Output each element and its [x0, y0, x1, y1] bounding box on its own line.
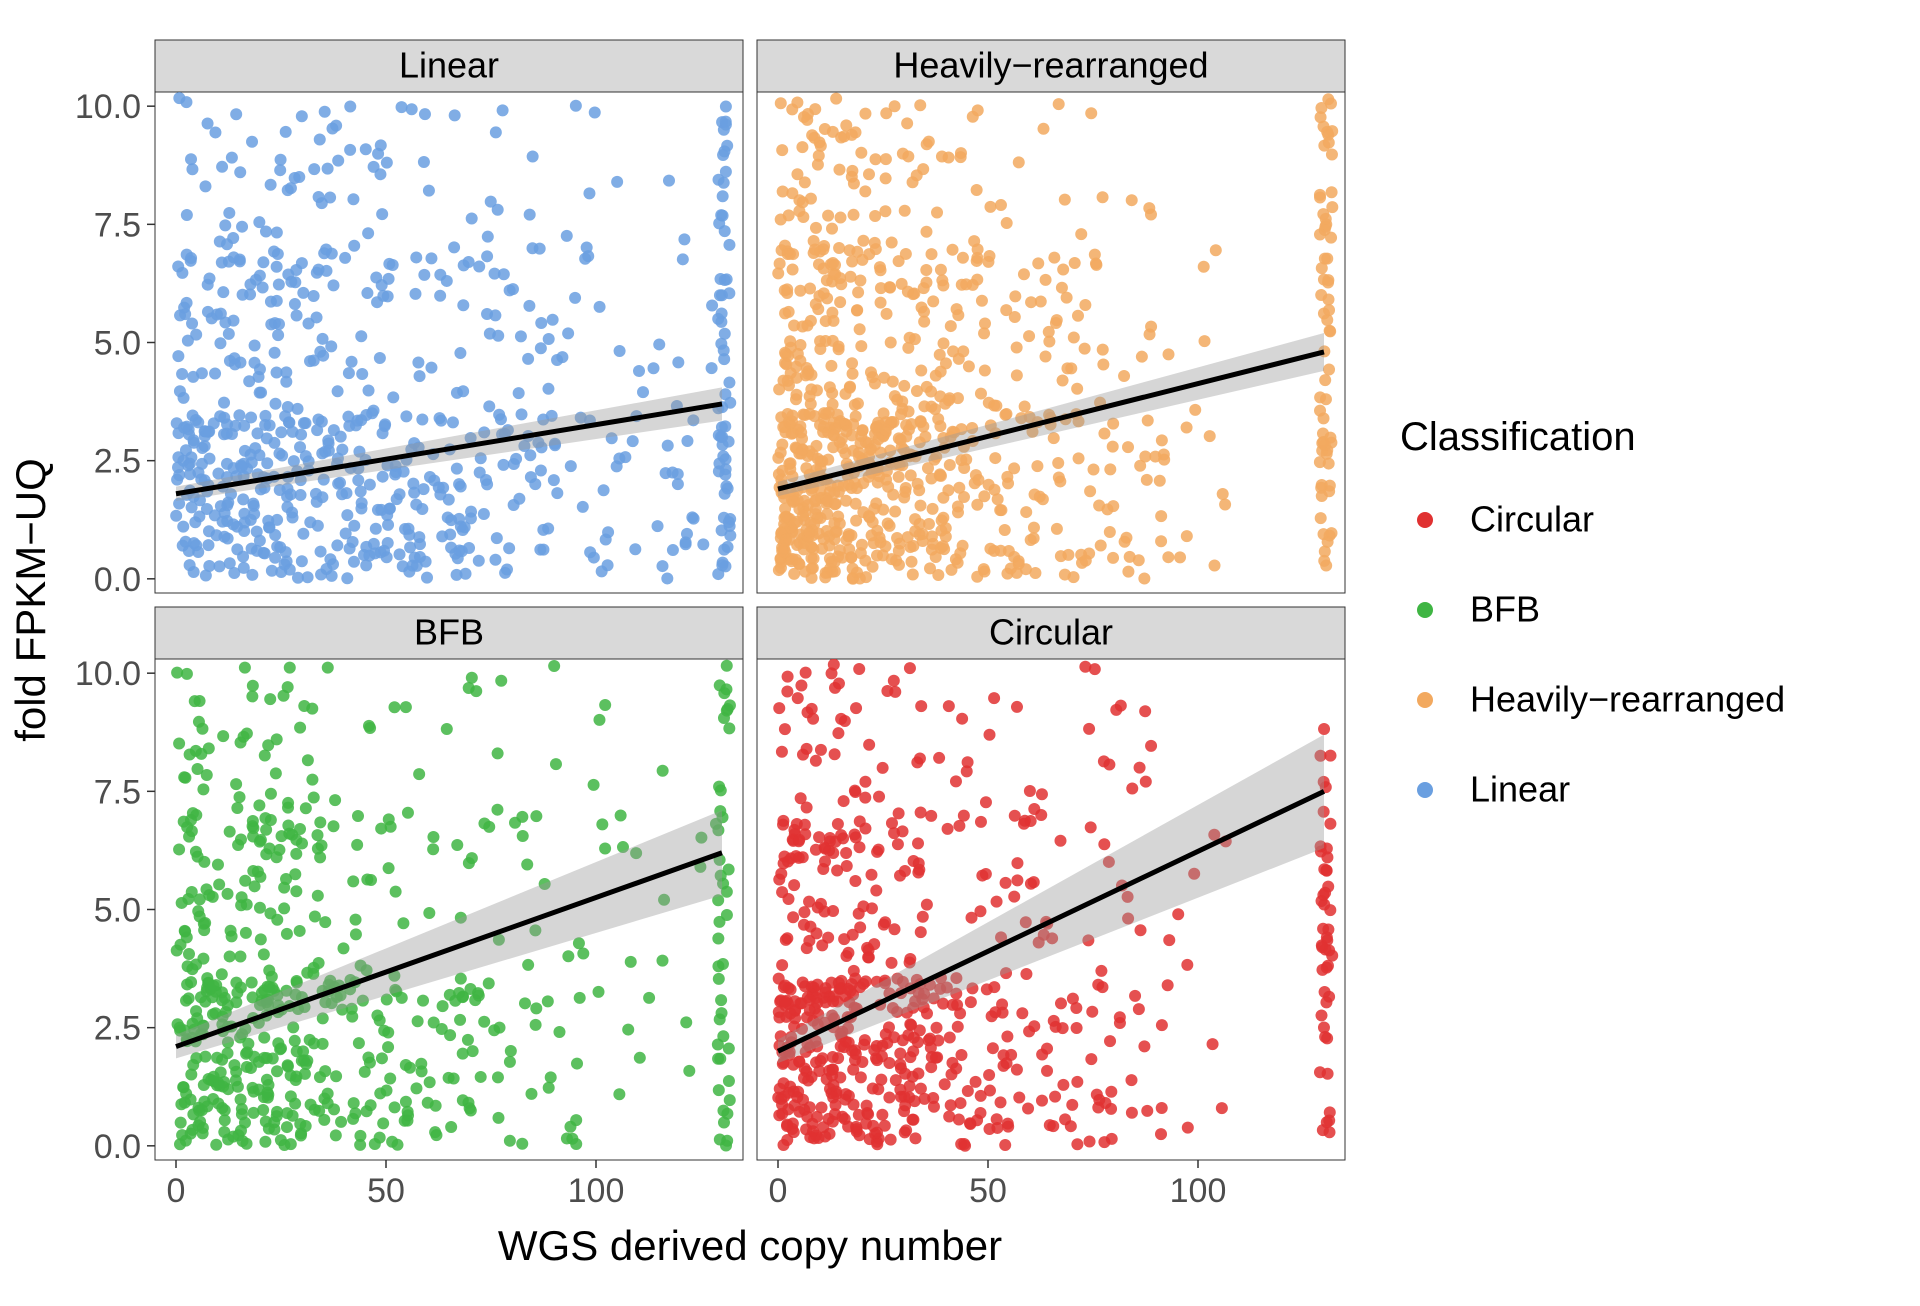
- legend-item-label: Circular: [1470, 499, 1594, 540]
- x-tick-label: 50: [969, 1172, 1007, 1210]
- y-tick-label: 2.5: [94, 443, 141, 481]
- x-tick-label: 0: [769, 1172, 788, 1210]
- facet-heavily−rearranged: Heavily−rearranged: [757, 40, 1345, 593]
- facet-label: Linear: [399, 45, 499, 86]
- legend-dot-icon: [1417, 602, 1433, 618]
- y-tick-label: 7.5: [94, 206, 141, 244]
- facet-bfb: BFB 0.0 2.5 5.0 7.5 10.0 0 50 100: [75, 607, 743, 1210]
- legend-dot-icon: [1417, 512, 1433, 528]
- y-tick-label: 10.0: [75, 655, 141, 693]
- x-tick-label: 100: [1170, 1172, 1227, 1210]
- y-tick-label: 7.5: [94, 773, 141, 811]
- legend: Classification Circular BFB Heavily−rearran…: [1400, 415, 1785, 810]
- legend-dot-icon: [1417, 782, 1433, 798]
- legend-item-label: Heavily−rearranged: [1470, 679, 1785, 720]
- x-tick-label: 50: [367, 1172, 405, 1210]
- legend-item-label: Linear: [1470, 769, 1570, 810]
- facet-label: Heavily−rearranged: [893, 45, 1208, 86]
- x-tick-label: 100: [568, 1172, 625, 1210]
- legend-item-label: BFB: [1470, 589, 1540, 630]
- faceted-scatter-chart: Linear 0.0 2.5 5.0 7.5 10.0 Heavily−rearranged…: [0, 0, 1920, 1306]
- y-tick-label: 2.5: [94, 1010, 141, 1048]
- y-tick-label: 0.0: [94, 1128, 141, 1166]
- x-tick-label: 0: [167, 1172, 186, 1210]
- y-tick-label: 10.0: [75, 88, 141, 126]
- y-tick-label: 5.0: [94, 892, 141, 930]
- y-tick-label: 5.0: [94, 325, 141, 363]
- legend-title: Classification: [1400, 415, 1636, 459]
- facet-label: BFB: [414, 612, 484, 653]
- facet-circular: Circular 0 50 100: [757, 607, 1345, 1210]
- facet-linear: Linear 0.0 2.5 5.0 7.5 10.0: [75, 40, 743, 599]
- x-axis-label: WGS derived copy number: [498, 1222, 1002, 1269]
- legend-dot-icon: [1417, 692, 1433, 708]
- y-axis-label: fold FPKM−UQ: [7, 458, 54, 742]
- chart-svg: Linear 0.0 2.5 5.0 7.5 10.0 Heavily−rearranged…: [0, 0, 1920, 1306]
- y-tick-label: 0.0: [94, 561, 141, 599]
- facet-label: Circular: [989, 612, 1113, 653]
